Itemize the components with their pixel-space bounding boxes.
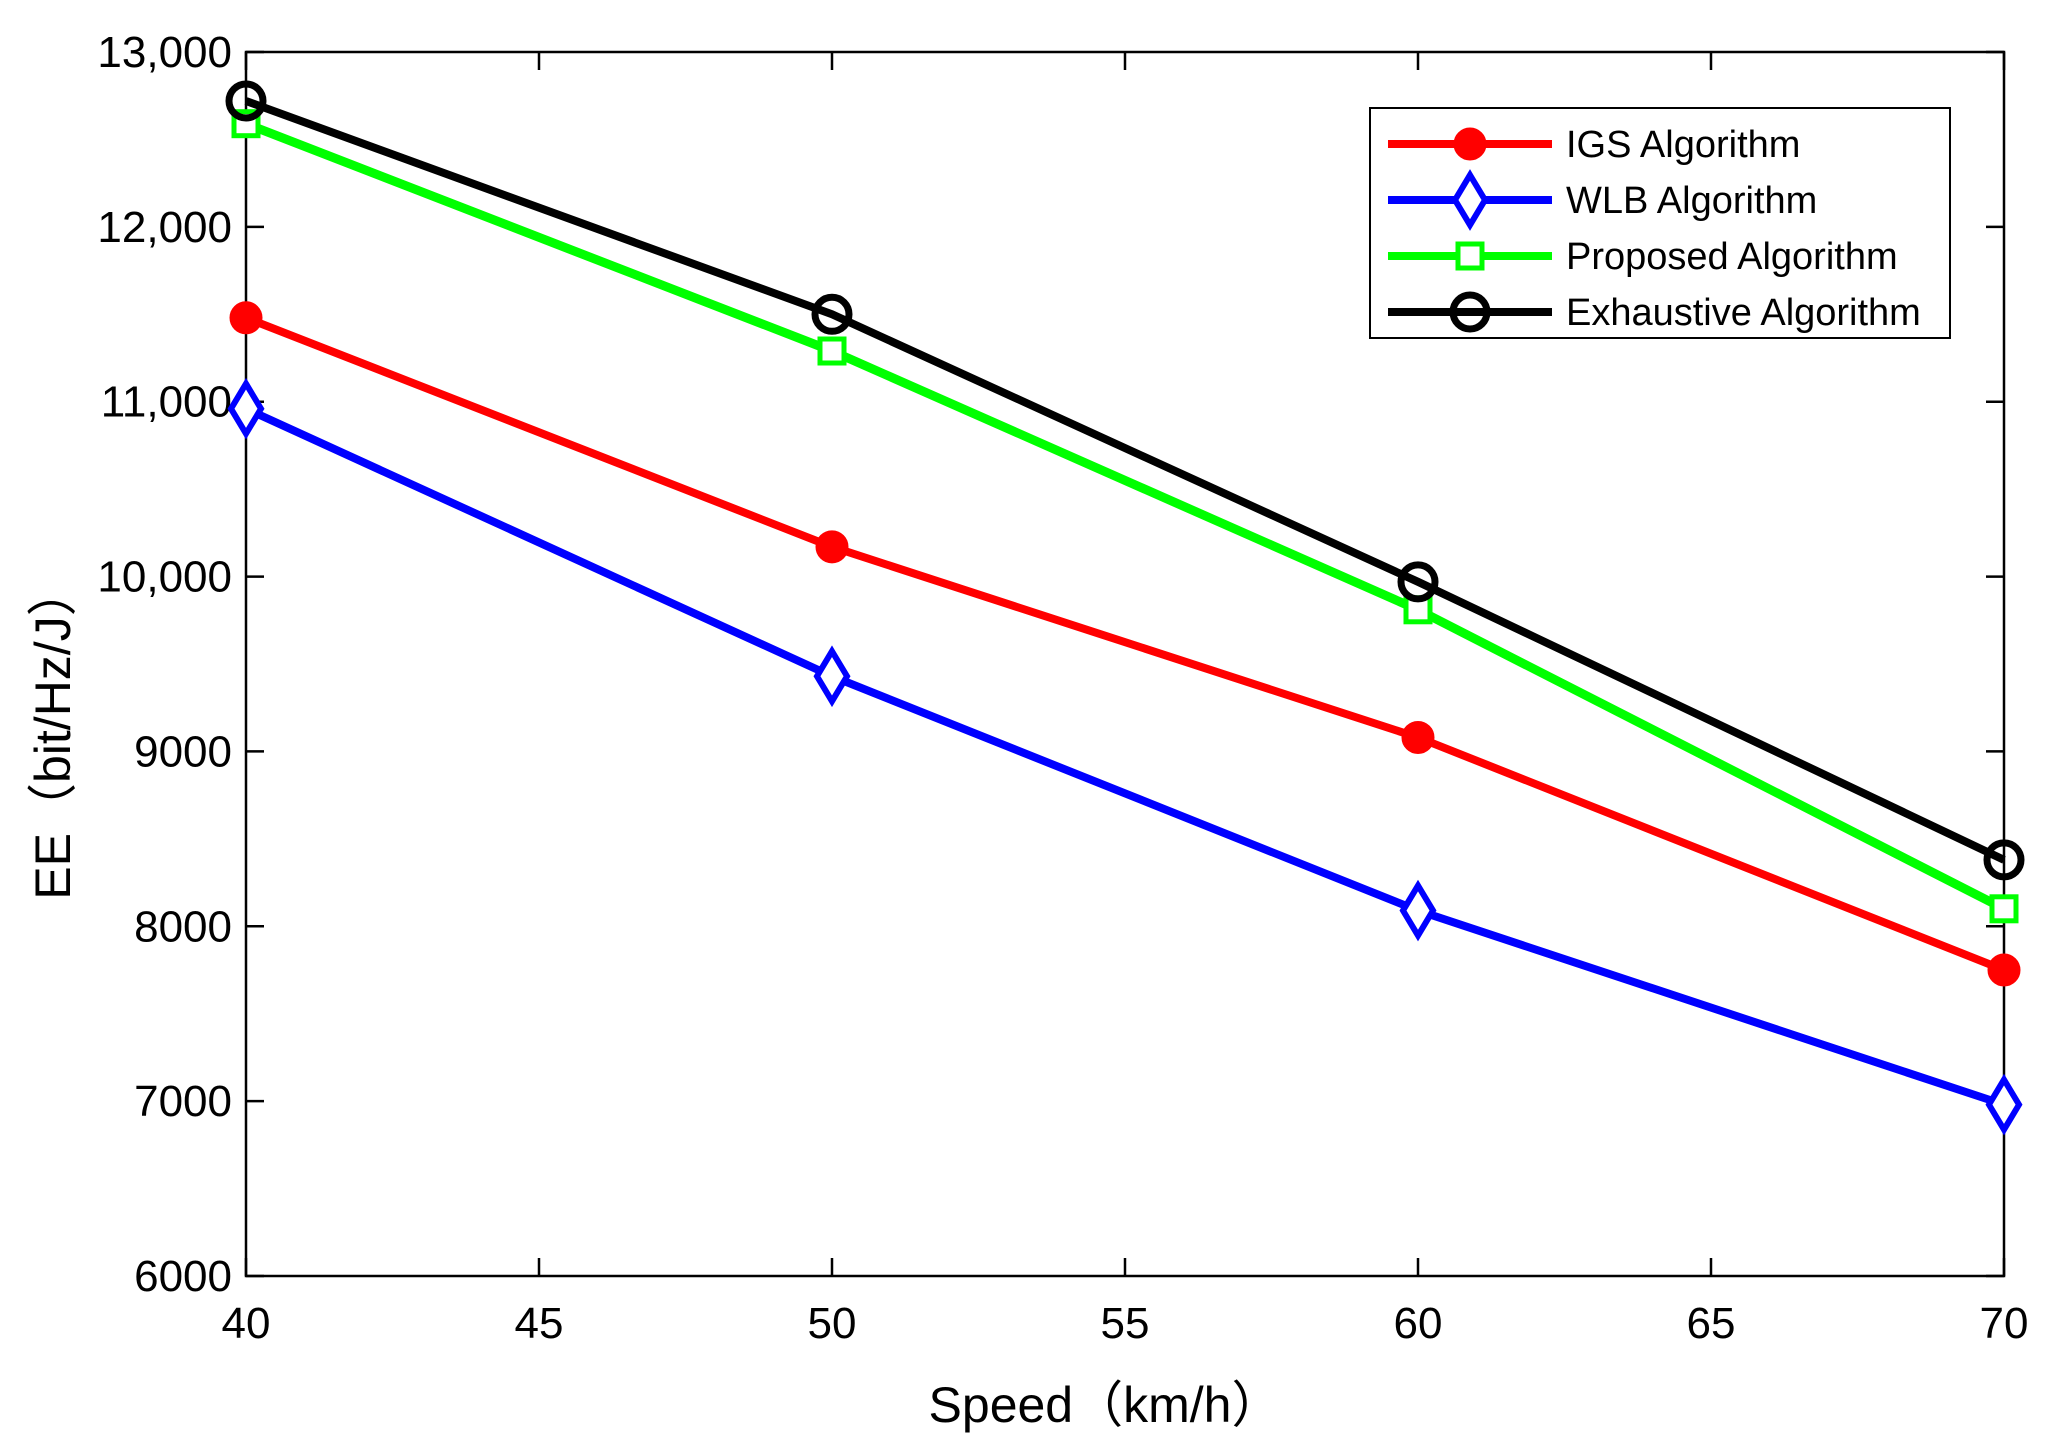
- series-wlb-algorithm: [227, 377, 2023, 1136]
- series-line-igs-algorithm: [244, 314, 2006, 974]
- series-group: [225, 80, 2025, 1136]
- series-igs-algorithm: [229, 301, 2021, 987]
- legend-label-proposed-algorithm: Proposed Algorithm: [1566, 236, 1898, 278]
- series-line-proposed-algorithm: [244, 119, 2007, 913]
- x-axis-title: Speed（km/h）: [929, 1377, 1282, 1433]
- x-tick-label: 45: [515, 1299, 564, 1348]
- data-point-exhaustive-algorithm: [225, 80, 267, 122]
- x-tick-label: 40: [222, 1299, 271, 1348]
- data-point-igs-algorithm: [1401, 720, 1435, 754]
- data-point-exhaustive-algorithm: [1397, 561, 1439, 603]
- y-tick-label: 6000: [134, 1252, 232, 1301]
- data-point-proposed-algorithm: [817, 336, 847, 366]
- data-point-exhaustive-algorithm: [811, 293, 853, 335]
- series-line-wlb-algorithm: [244, 405, 2006, 1109]
- legend-marker-proposed-algorithm: [1455, 241, 1485, 271]
- y-axis-title: EE（bit/Hz/J）: [25, 566, 81, 899]
- y-tick-label: 10,000: [97, 553, 232, 602]
- y-tick-label: 7000: [134, 1077, 232, 1126]
- y-tick-label: 9000: [134, 727, 232, 776]
- legend-marker-igs-algorithm: [1453, 127, 1487, 161]
- series-line-exhaustive-algorithm: [244, 97, 2006, 864]
- data-point-exhaustive-algorithm: [1983, 839, 2025, 881]
- legend-marker-wlb-algorithm: [1451, 169, 1489, 231]
- legend-label-wlb-algorithm: WLB Algorithm: [1566, 180, 1817, 222]
- series-proposed-algorithm: [231, 109, 2019, 924]
- series-exhaustive-algorithm: [225, 80, 2025, 881]
- legend-marker-exhaustive-algorithm: [1449, 291, 1491, 333]
- data-point-igs-algorithm: [1987, 953, 2021, 987]
- data-point-igs-algorithm: [229, 301, 263, 335]
- x-tick-label: 70: [1980, 1299, 2029, 1348]
- y-tick-label: 8000: [134, 902, 232, 951]
- axes: 40 45 50 55 60 65 70 6000 7000 8000 9000 10,000 11,0…: [97, 28, 2028, 1348]
- x-tick-label: 65: [1687, 1299, 1736, 1348]
- x-tick-label: 55: [1101, 1299, 1150, 1348]
- data-point-igs-algorithm: [815, 530, 849, 564]
- data-point-wlb-algorithm: [1985, 1073, 2023, 1136]
- legend-label-igs-algorithm: IGS Algorithm: [1566, 124, 1800, 166]
- data-point-wlb-algorithm: [813, 645, 851, 708]
- legend-label-exhaustive-algorithm: Exhaustive Algorithm: [1566, 292, 1921, 334]
- y-tick-label: 13,000: [97, 28, 232, 77]
- legend: IGS Algorithm WLB Algorithm Proposed Algor…: [1369, 107, 1951, 339]
- x-tick-label: 50: [808, 1299, 857, 1348]
- y-tick-label: 12,000: [97, 203, 232, 252]
- data-point-proposed-algorithm: [1989, 894, 2019, 924]
- x-tick-label: 60: [1394, 1299, 1443, 1348]
- y-tick-label: 11,000: [101, 378, 232, 427]
- data-point-wlb-algorithm: [1399, 879, 1437, 942]
- data-point-wlb-algorithm: [227, 377, 265, 440]
